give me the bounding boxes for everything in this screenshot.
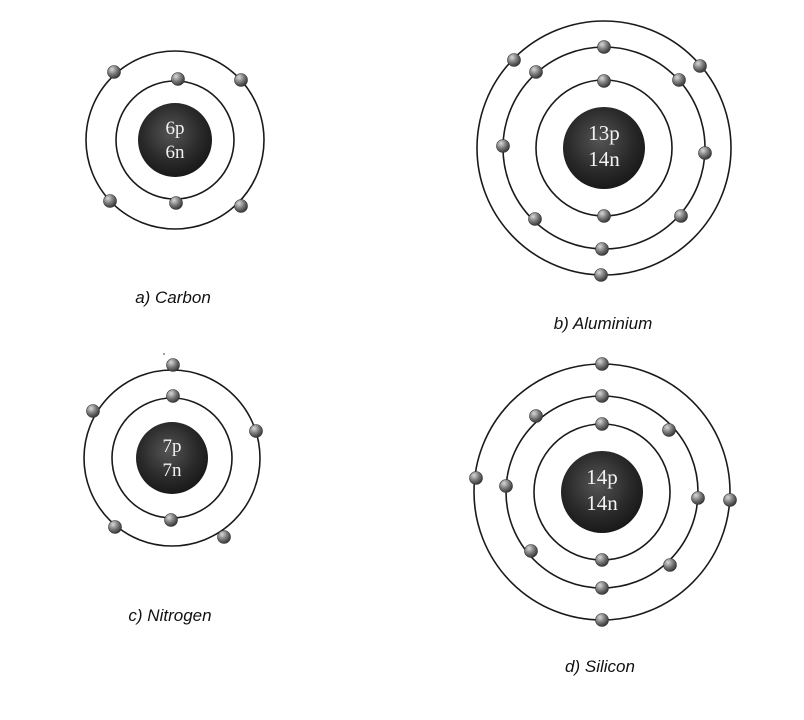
nucleus: [563, 107, 645, 189]
electron: [663, 558, 677, 572]
electron: [86, 404, 100, 418]
electron: [499, 479, 513, 493]
electron: [103, 194, 117, 208]
electrons: [103, 65, 248, 213]
electron: [107, 65, 121, 79]
nucleus: [561, 451, 643, 533]
electron: [597, 74, 611, 88]
electron: [691, 491, 705, 505]
electron: [528, 212, 542, 226]
electron: [595, 553, 609, 567]
electron: [594, 268, 608, 282]
electron: [595, 417, 609, 431]
electron: [249, 424, 263, 438]
electron: [217, 530, 231, 544]
electron: [595, 242, 609, 256]
electron: [662, 423, 676, 437]
atom-carbon: 6p 6n a) Carbon: [85, 50, 265, 307]
nucleus-protons: 6p: [166, 118, 185, 139]
electron: [693, 59, 707, 73]
electron: [164, 513, 178, 527]
nucleus-neutrons: 6n: [166, 142, 186, 163]
electron: [524, 544, 538, 558]
electron: [234, 73, 248, 87]
electron: [496, 139, 510, 153]
shell-2: [85, 50, 265, 230]
electron: [469, 471, 483, 485]
nucleus-protons: 13p: [588, 121, 620, 145]
atom-silicon: 14p 14n d) Silicon: [469, 357, 737, 676]
caption: c) Nitrogen: [128, 606, 211, 625]
electron: [595, 357, 609, 371]
electron: [169, 196, 183, 210]
electron: [597, 209, 611, 223]
electron: [166, 389, 180, 403]
electron: [672, 73, 686, 87]
electron: [723, 493, 737, 507]
electron: [597, 40, 611, 54]
electron: [234, 199, 248, 213]
electron: [595, 581, 609, 595]
nucleus-neutrons: 14n: [588, 147, 620, 171]
nucleus-protons: 14p: [586, 465, 618, 489]
caption: d) Silicon: [565, 657, 635, 676]
electrons: [86, 358, 263, 544]
electron: [529, 65, 543, 79]
nucleus: [136, 422, 208, 494]
nucleus: [138, 103, 212, 177]
electron: [171, 72, 185, 86]
atom-nitrogen: 7p 7n c) Nitrogen: [83, 358, 263, 625]
electron: [595, 389, 609, 403]
atom-aluminium: 13p 14n b) Aluminium: [476, 20, 732, 333]
nucleus-neutrons: 7n: [163, 460, 183, 481]
electron: [108, 520, 122, 534]
caption: a) Carbon: [135, 288, 211, 307]
electron: [698, 146, 712, 160]
electron: [166, 358, 180, 372]
electron: [529, 409, 543, 423]
nucleus-protons: 7p: [163, 436, 182, 457]
electron: [507, 53, 521, 67]
electron: [595, 613, 609, 627]
electrons: [469, 357, 737, 627]
speck: [163, 353, 165, 355]
nucleus-neutrons: 14n: [586, 491, 618, 515]
electron: [674, 209, 688, 223]
electrons: [496, 40, 712, 282]
caption: b) Aluminium: [554, 314, 653, 333]
